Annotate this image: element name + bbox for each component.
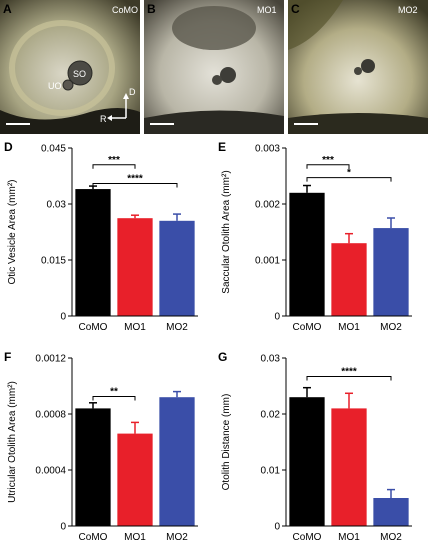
y-tick-label: 0.001 (255, 256, 280, 267)
uo-otolith-b (212, 75, 222, 85)
significance-label: **** (127, 173, 143, 184)
y-tick-label: 0.03 (261, 354, 281, 365)
y-tick-label: 0.0004 (35, 466, 66, 477)
y-axis-label: Otolith Distance (mm) (221, 394, 232, 491)
significance-bracket (306, 164, 350, 169)
significance-bracket (306, 375, 392, 381)
so-otolith-c (361, 59, 375, 73)
y-axis-label: Saccular Otolith Area (mm²) (221, 170, 232, 293)
significance-bracket (92, 164, 136, 169)
bar-mo2 (373, 498, 409, 526)
bar-mo2 (159, 220, 195, 316)
uo-otolith (62, 79, 74, 91)
x-tick-label: MO1 (124, 532, 146, 543)
x-tick-label: MO1 (338, 322, 360, 333)
significance-bracket (92, 396, 136, 401)
y-tick-label: 0.002 (255, 200, 280, 211)
y-tick-label: 0 (274, 522, 280, 533)
x-tick-label: MO1 (124, 322, 146, 333)
x-tick-label: CoMO (79, 532, 108, 543)
y-axis-label: Utricular Otolith Area (mm²) (7, 381, 18, 503)
x-tick-label: CoMO (293, 322, 322, 333)
y-tick-label: 0.0012 (35, 354, 66, 365)
bar-como (75, 408, 111, 526)
significance-bracket (92, 182, 178, 188)
scale-bar (6, 123, 30, 125)
photo-panel-b: B MO1 (144, 0, 284, 134)
panel-letter: F (4, 350, 11, 364)
uo-otolith-c (354, 67, 362, 75)
y-tick-label: 0.02 (261, 410, 281, 421)
panel-letter: G (218, 350, 227, 364)
x-tick-label: MO1 (338, 532, 360, 543)
so-label: SO (73, 69, 86, 79)
chart-e: E Saccular Otolith Area (mm²) CoMO MO1 MO2 0 0… (214, 140, 428, 340)
bar-como (289, 192, 325, 316)
photo-panel-a: A CoMO SO UO D R (0, 0, 140, 134)
scale-bar-c (294, 123, 318, 125)
y-tick-label: 0.003 (255, 144, 280, 155)
y-tick-label: 0.01 (261, 466, 281, 477)
scale-bar-b (150, 123, 174, 125)
panel-letter: D (4, 140, 13, 154)
so-otolith (67, 60, 93, 86)
photo-panel-c: C MO2 (288, 0, 428, 134)
significance-label: **** (341, 366, 357, 377)
y-tick-label: 0 (274, 312, 280, 323)
y-tick-label: 0 (60, 522, 66, 533)
bar-como (75, 189, 111, 316)
chart-f: F Utricular Otolith Area (mm²) CoMO MO1 MO2 0… (0, 350, 214, 550)
bar-mo1 (117, 433, 153, 526)
axis-r-label: R (100, 114, 107, 124)
bar-mo1 (117, 218, 153, 316)
x-tick-label: MO2 (380, 532, 402, 543)
bar-mo1 (331, 243, 367, 316)
panel-a-group-label: CoMO (112, 5, 138, 15)
axis-d-label: D (129, 87, 136, 97)
y-tick-label: 0 (60, 312, 66, 323)
bar-mo2 (373, 228, 409, 316)
y-axis-label: Otic Vesicle Area (mm²) (7, 179, 18, 284)
significance-label: *** (108, 155, 120, 166)
x-tick-label: CoMO (293, 532, 322, 543)
y-tick-label: 0.03 (47, 200, 67, 211)
uo-label: UO (48, 81, 62, 91)
panel-letter-c: C (291, 2, 300, 16)
significance-label: ** (110, 387, 118, 398)
x-tick-label: MO2 (380, 322, 402, 333)
chart-g: G Otolith Distance (mm) CoMO MO1 MO2 0 0.01 0.0… (214, 350, 428, 550)
panel-letter-b: B (147, 2, 156, 16)
panel-letter: E (218, 140, 226, 154)
panel-c-group-label: MO2 (398, 5, 418, 15)
significance-label: *** (322, 155, 334, 166)
panel-letter-a: A (3, 2, 12, 16)
x-tick-label: CoMO (79, 322, 108, 333)
x-tick-label: MO2 (166, 532, 188, 543)
y-tick-label: 0.015 (41, 256, 66, 267)
bar-mo2 (159, 397, 195, 526)
chart-d: D Otic Vesicle Area (mm²) CoMO MO1 MO2 0 0.015… (0, 140, 214, 340)
significance-bracket (306, 177, 392, 182)
so-otolith-b (220, 67, 236, 83)
panel-b-group-label: MO1 (257, 5, 277, 15)
x-tick-label: MO2 (166, 322, 188, 333)
y-tick-label: 0.045 (41, 144, 66, 155)
orientation-axes-icon (107, 93, 129, 121)
bar-mo1 (331, 408, 367, 526)
significance-label: * (347, 168, 351, 179)
bar-como (289, 397, 325, 526)
y-tick-label: 0.0008 (35, 410, 66, 421)
